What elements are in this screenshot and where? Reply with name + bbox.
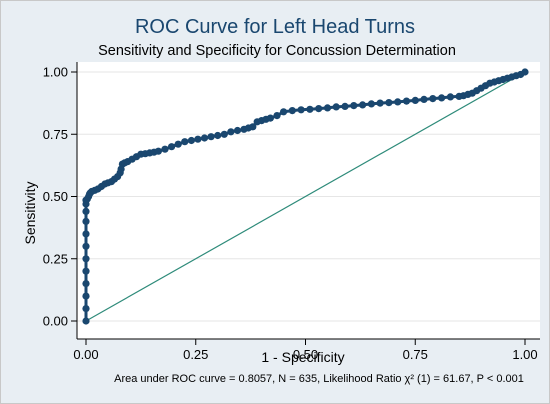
auc-note: Area under ROC curve = 0.8057, N = 635, … [114, 373, 524, 385]
x-tick-label: 0.00 [73, 347, 98, 362]
roc-point [280, 108, 288, 116]
roc-point [82, 305, 90, 313]
y-tick-label: 1.00 [43, 65, 68, 80]
roc-point [82, 280, 90, 288]
roc-point [82, 317, 90, 325]
roc-point [297, 106, 305, 114]
roc-point [315, 105, 323, 113]
reference-line [85, 71, 526, 322]
roc-point [220, 130, 228, 138]
roc-point [341, 102, 349, 110]
roc-point [288, 107, 296, 115]
x-tick-label: 0.75 [403, 347, 428, 362]
roc-point [194, 135, 202, 143]
x-tick-labels: 0.00 0.25 0.50 0.75 1.00 [73, 347, 537, 362]
x-tick-label: 0.25 [183, 347, 208, 362]
roc-point [82, 292, 90, 300]
chart-subtitle: Sensitivity and Specificity for Concussi… [98, 43, 456, 59]
roc-point [429, 95, 437, 103]
roc-point [323, 104, 332, 112]
roc-point [154, 147, 162, 155]
roc-point [82, 242, 90, 250]
y-tick-label: 0.50 [43, 189, 68, 204]
roc-point [82, 207, 90, 215]
roc-point [187, 136, 195, 145]
roc-point [227, 128, 235, 136]
roc-point [266, 114, 274, 122]
roc-point [376, 99, 384, 107]
roc-point [82, 267, 90, 275]
grid-lines [77, 71, 540, 322]
roc-point [446, 93, 454, 101]
roc-point [273, 112, 281, 120]
chart-title: ROC Curve for Left Head Turns [135, 16, 415, 38]
roc-point [420, 95, 428, 103]
roc-point [161, 145, 169, 153]
roc-point [249, 123, 257, 131]
reference-diagonal [85, 71, 526, 322]
roc-point [82, 230, 90, 238]
roc-point [438, 94, 446, 102]
y-axis-label: Sensitivity [22, 181, 38, 244]
roc-point [200, 134, 209, 142]
roc-point [82, 217, 90, 225]
x-tick-label: 1.00 [512, 347, 537, 362]
roc-point [214, 131, 222, 140]
roc-point [181, 138, 189, 146]
y-tick-label: 0.00 [43, 314, 68, 329]
roc-point [306, 105, 314, 113]
y-tick-label: 0.25 [43, 251, 68, 266]
x-tick-label: 0.50 [293, 347, 318, 362]
roc-point [332, 103, 340, 111]
roc-point [521, 68, 529, 76]
roc-point [207, 133, 215, 141]
roc-point [168, 143, 176, 151]
roc-point [350, 102, 358, 110]
roc-point [233, 126, 242, 135]
y-tick-label: 0.75 [43, 127, 68, 142]
roc-point [402, 97, 411, 105]
x-axis-label: 1 - Specificity [261, 349, 344, 365]
axes [71, 62, 540, 345]
roc-point [394, 98, 402, 106]
roc-point [82, 255, 90, 263]
roc-point [359, 101, 367, 109]
y-tick-labels: 0.00 0.25 0.50 0.75 1.00 [43, 65, 68, 329]
roc-point [385, 99, 393, 107]
roc-point [174, 140, 182, 148]
roc-point [411, 96, 419, 104]
roc-point [367, 100, 375, 108]
roc-curve [82, 68, 529, 325]
